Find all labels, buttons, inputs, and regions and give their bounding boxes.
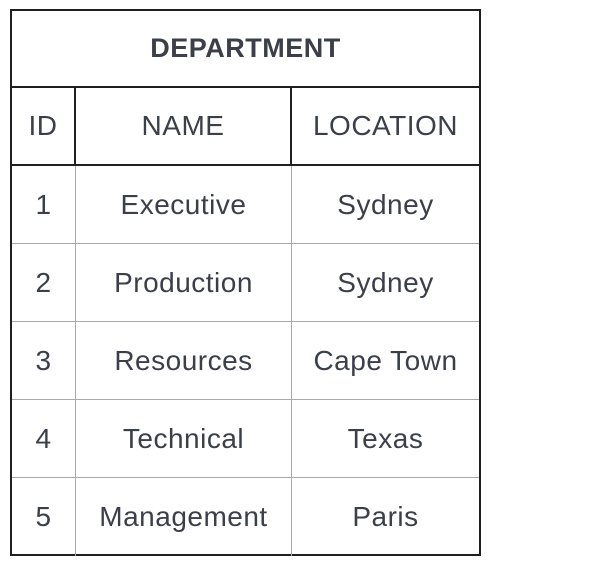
table-row: 4 Technical Texas (12, 400, 479, 478)
cell-id: 5 (12, 478, 76, 556)
table-header-row: ID NAME LOCATION (12, 88, 479, 166)
cell-name: Executive (76, 166, 292, 243)
cell-id: 3 (12, 322, 76, 399)
department-table: DEPARTMENT ID NAME LOCATION 1 Executive … (10, 9, 481, 556)
cell-location: Texas (347, 422, 424, 454)
table-title: DEPARTMENT (12, 11, 479, 88)
column-header-location: LOCATION (312, 110, 459, 141)
table-row: 1 Executive Sydney (12, 166, 479, 244)
cell-id: 1 (12, 166, 76, 243)
column-header-id: ID (12, 88, 76, 164)
table-row: 3 Resources Cape Town (12, 322, 479, 400)
cell-name: Resources (76, 322, 292, 399)
cell-name: Production (76, 244, 292, 321)
cell-location: Cape Town (313, 344, 458, 376)
cell-id: 2 (12, 244, 76, 321)
cell-id: 4 (12, 400, 76, 477)
table-row: 5 Management Paris (12, 478, 479, 556)
cell-location: Sydney (337, 266, 434, 298)
column-header-name: NAME (76, 88, 292, 164)
cell-location: Paris (352, 501, 419, 532)
cell-location: Sydney (337, 188, 434, 220)
cell-name: Technical (76, 400, 292, 477)
cell-name: Management (76, 478, 292, 556)
table-row: 2 Production Sydney (12, 244, 479, 322)
